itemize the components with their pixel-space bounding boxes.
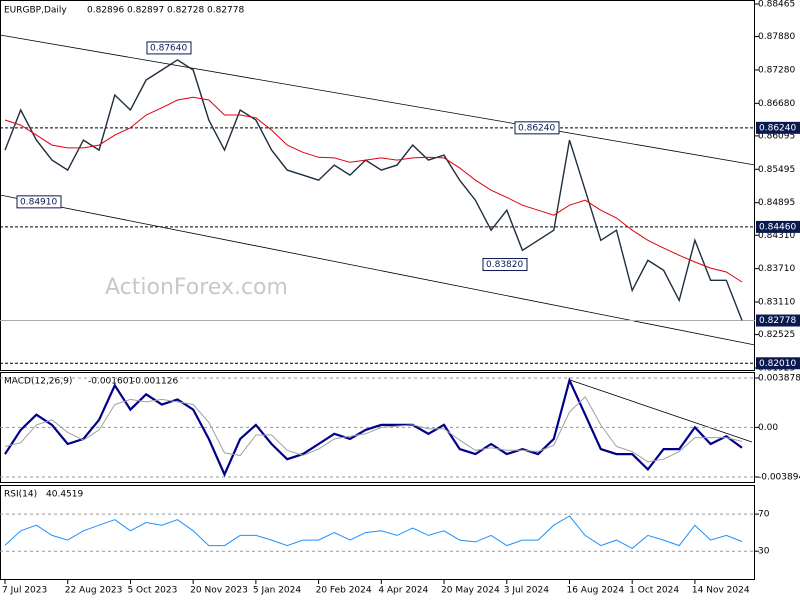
x-tick-label: 20 Nov 2023 — [190, 586, 248, 596]
annotation-box — [482, 258, 528, 272]
x-tick-label: 5 Oct 2023 — [127, 586, 177, 596]
y-tick-label: 0.85495 — [758, 165, 795, 175]
level-box — [756, 121, 800, 134]
macd-trendline — [569, 379, 753, 443]
series-line — [4, 515, 743, 549]
y-tick-label: 0.87880 — [758, 32, 795, 42]
annotation-label: 0.84910 — [20, 197, 57, 207]
last-price-label: 0.82778 — [759, 316, 796, 326]
y-tick-label: 0.88465 — [758, 0, 795, 10]
chart-title: EURGBP,Daily — [4, 6, 67, 16]
ohlc-open: 0.82896 — [87, 6, 124, 16]
macd-signal-value: -0.001126 — [132, 377, 178, 387]
annotation-label: 0.83820 — [486, 260, 523, 270]
y-tick-label: 0.003878 — [758, 374, 800, 384]
y-tick-label: 0.83110 — [758, 298, 795, 308]
ohlc-close: 0.82778 — [207, 6, 244, 16]
level-box — [756, 357, 800, 370]
x-tick-label: 22 Aug 2023 — [65, 586, 123, 596]
annotation-box — [514, 121, 560, 135]
y-tick-label: 0.84310 — [758, 231, 795, 241]
y-tick-label: 0.84895 — [758, 198, 795, 208]
y-tick-label: -0.003894 — [758, 473, 800, 483]
series-line — [4, 377, 743, 478]
annotation-label: 0.87640 — [150, 43, 187, 53]
annotation-box — [16, 195, 62, 209]
level-box — [756, 220, 800, 233]
x-tick-label: 3 Jul 2024 — [504, 586, 549, 596]
macd-value: -0.001601 — [88, 377, 134, 387]
series-line — [4, 59, 743, 321]
y-tick-label: 0.87280 — [758, 65, 795, 75]
x-tick-label: 20 Feb 2024 — [316, 586, 372, 596]
x-tick-label: 1 Oct 2024 — [629, 586, 679, 596]
x-tick-label: 7 Jul 2023 — [2, 586, 47, 596]
y-tick-label: 0.86095 — [758, 131, 795, 141]
channel-upper — [0, 34, 756, 166]
channel-lower — [0, 194, 756, 346]
price-panel — [0, 0, 755, 371]
ohlc-low: 0.82728 — [167, 6, 204, 16]
ohlc-high: 0.82897 — [127, 6, 164, 16]
y-tick-label: 0.83710 — [758, 264, 795, 274]
y-tick-label: 0.82525 — [758, 330, 795, 340]
y-tick-label: 70 — [758, 510, 770, 520]
x-tick-label: 20 May 2024 — [441, 586, 500, 596]
series-line — [4, 395, 743, 463]
y-tick-label: 0.00 — [758, 423, 778, 433]
annotation-box — [146, 41, 192, 55]
rsi-panel — [0, 485, 755, 580]
macd-title: MACD(12,26,9) — [4, 377, 72, 387]
y-tick-label: 30 — [758, 547, 770, 557]
x-tick-label: 16 Aug 2024 — [566, 586, 624, 596]
last-price-box — [756, 314, 800, 327]
level-label: 0.86240 — [759, 123, 796, 133]
annotation-label: 0.86240 — [518, 123, 555, 133]
x-tick-label: 14 Nov 2024 — [692, 586, 750, 596]
y-tick-label: 0.86680 — [758, 99, 795, 109]
series-line — [4, 96, 743, 283]
x-tick-label: 5 Jan 2024 — [253, 586, 301, 596]
level-label: 0.82010 — [759, 359, 796, 369]
rsi-title: RSI(14) — [4, 490, 37, 500]
rsi-value: 40.4519 — [46, 490, 83, 500]
level-label: 0.84460 — [759, 222, 796, 232]
watermark: ActionForex.com — [105, 275, 288, 300]
x-tick-label: 4 Apr 2024 — [378, 586, 428, 596]
